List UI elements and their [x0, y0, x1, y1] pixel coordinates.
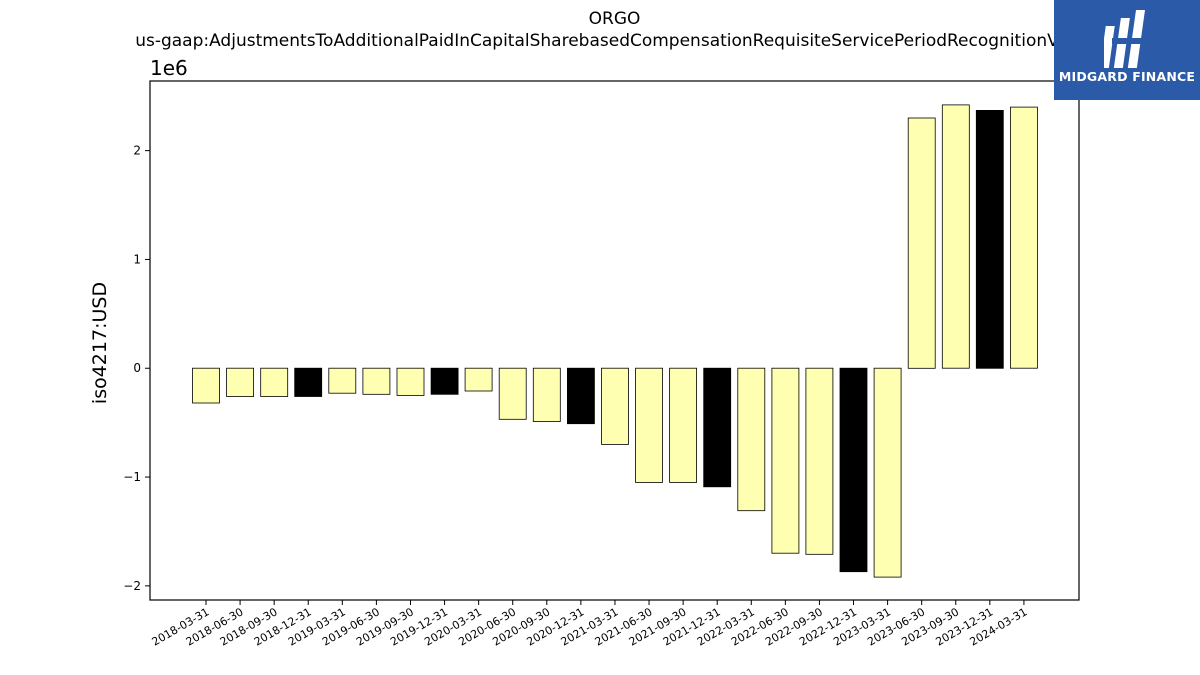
bar-2019-12-31	[430, 367, 459, 395]
bar-2023-06-30	[907, 117, 936, 369]
bar-2020-06-30	[498, 367, 527, 420]
bar-2021-06-30	[635, 367, 663, 483]
y-tick-label: 0	[133, 361, 141, 375]
bar-2018-09-30	[260, 367, 289, 397]
bar-2019-03-31	[328, 367, 357, 394]
bar-2021-12-31	[703, 367, 732, 488]
midgard-finance-logo: MIDGARD FINANCE	[1054, 0, 1200, 100]
bar-2019-06-30	[362, 367, 391, 395]
bar-2023-09-30	[941, 104, 970, 369]
bar-2020-12-31	[567, 367, 595, 425]
midgard-logo-icon	[1104, 10, 1145, 68]
bar-2022-09-30	[805, 367, 834, 555]
bar-2021-09-30	[669, 367, 697, 483]
logo-text: MIDGARD FINANCE	[1058, 69, 1196, 84]
bar-2022-12-31	[839, 367, 868, 573]
y-tick-label: −2	[123, 579, 141, 593]
bar-2018-06-30	[226, 367, 255, 397]
y-axis: −2 −1 0 1 2	[123, 144, 150, 593]
bar-2023-03-31	[873, 367, 902, 578]
y-axis-label: iso4217:USD	[89, 282, 111, 404]
y-scale-label: 1e6	[150, 56, 188, 80]
y-tick-label: 1	[133, 252, 141, 266]
chart-title: ORGO	[588, 9, 641, 29]
bar-2024-03-31	[1010, 106, 1038, 369]
bar-2020-03-31	[464, 367, 493, 392]
y-tick-label: −1	[123, 470, 141, 484]
bar-2018-03-31	[192, 367, 220, 404]
bar-2022-06-30	[771, 367, 800, 554]
bar-2020-09-30	[532, 367, 561, 422]
plot-frame	[149, 80, 1080, 601]
bar-2021-03-31	[601, 367, 629, 445]
bar-2022-03-31	[737, 367, 766, 512]
chart-title-block: ORGO us-gaap:AdjustmentsToAdditionalPaid…	[0, 8, 1200, 52]
x-axis: 2018-03-312018-06-302018-09-302018-12-31…	[150, 600, 1029, 649]
bar-2018-12-31	[294, 367, 323, 397]
y-tick-label: 2	[133, 144, 141, 158]
chart-subtitle: us-gaap:AdjustmentsToAdditionalPaidInCap…	[135, 31, 1094, 51]
bars-group	[192, 104, 1038, 578]
bar-2023-12-31	[975, 110, 1004, 369]
bar-2019-09-30	[396, 367, 425, 396]
